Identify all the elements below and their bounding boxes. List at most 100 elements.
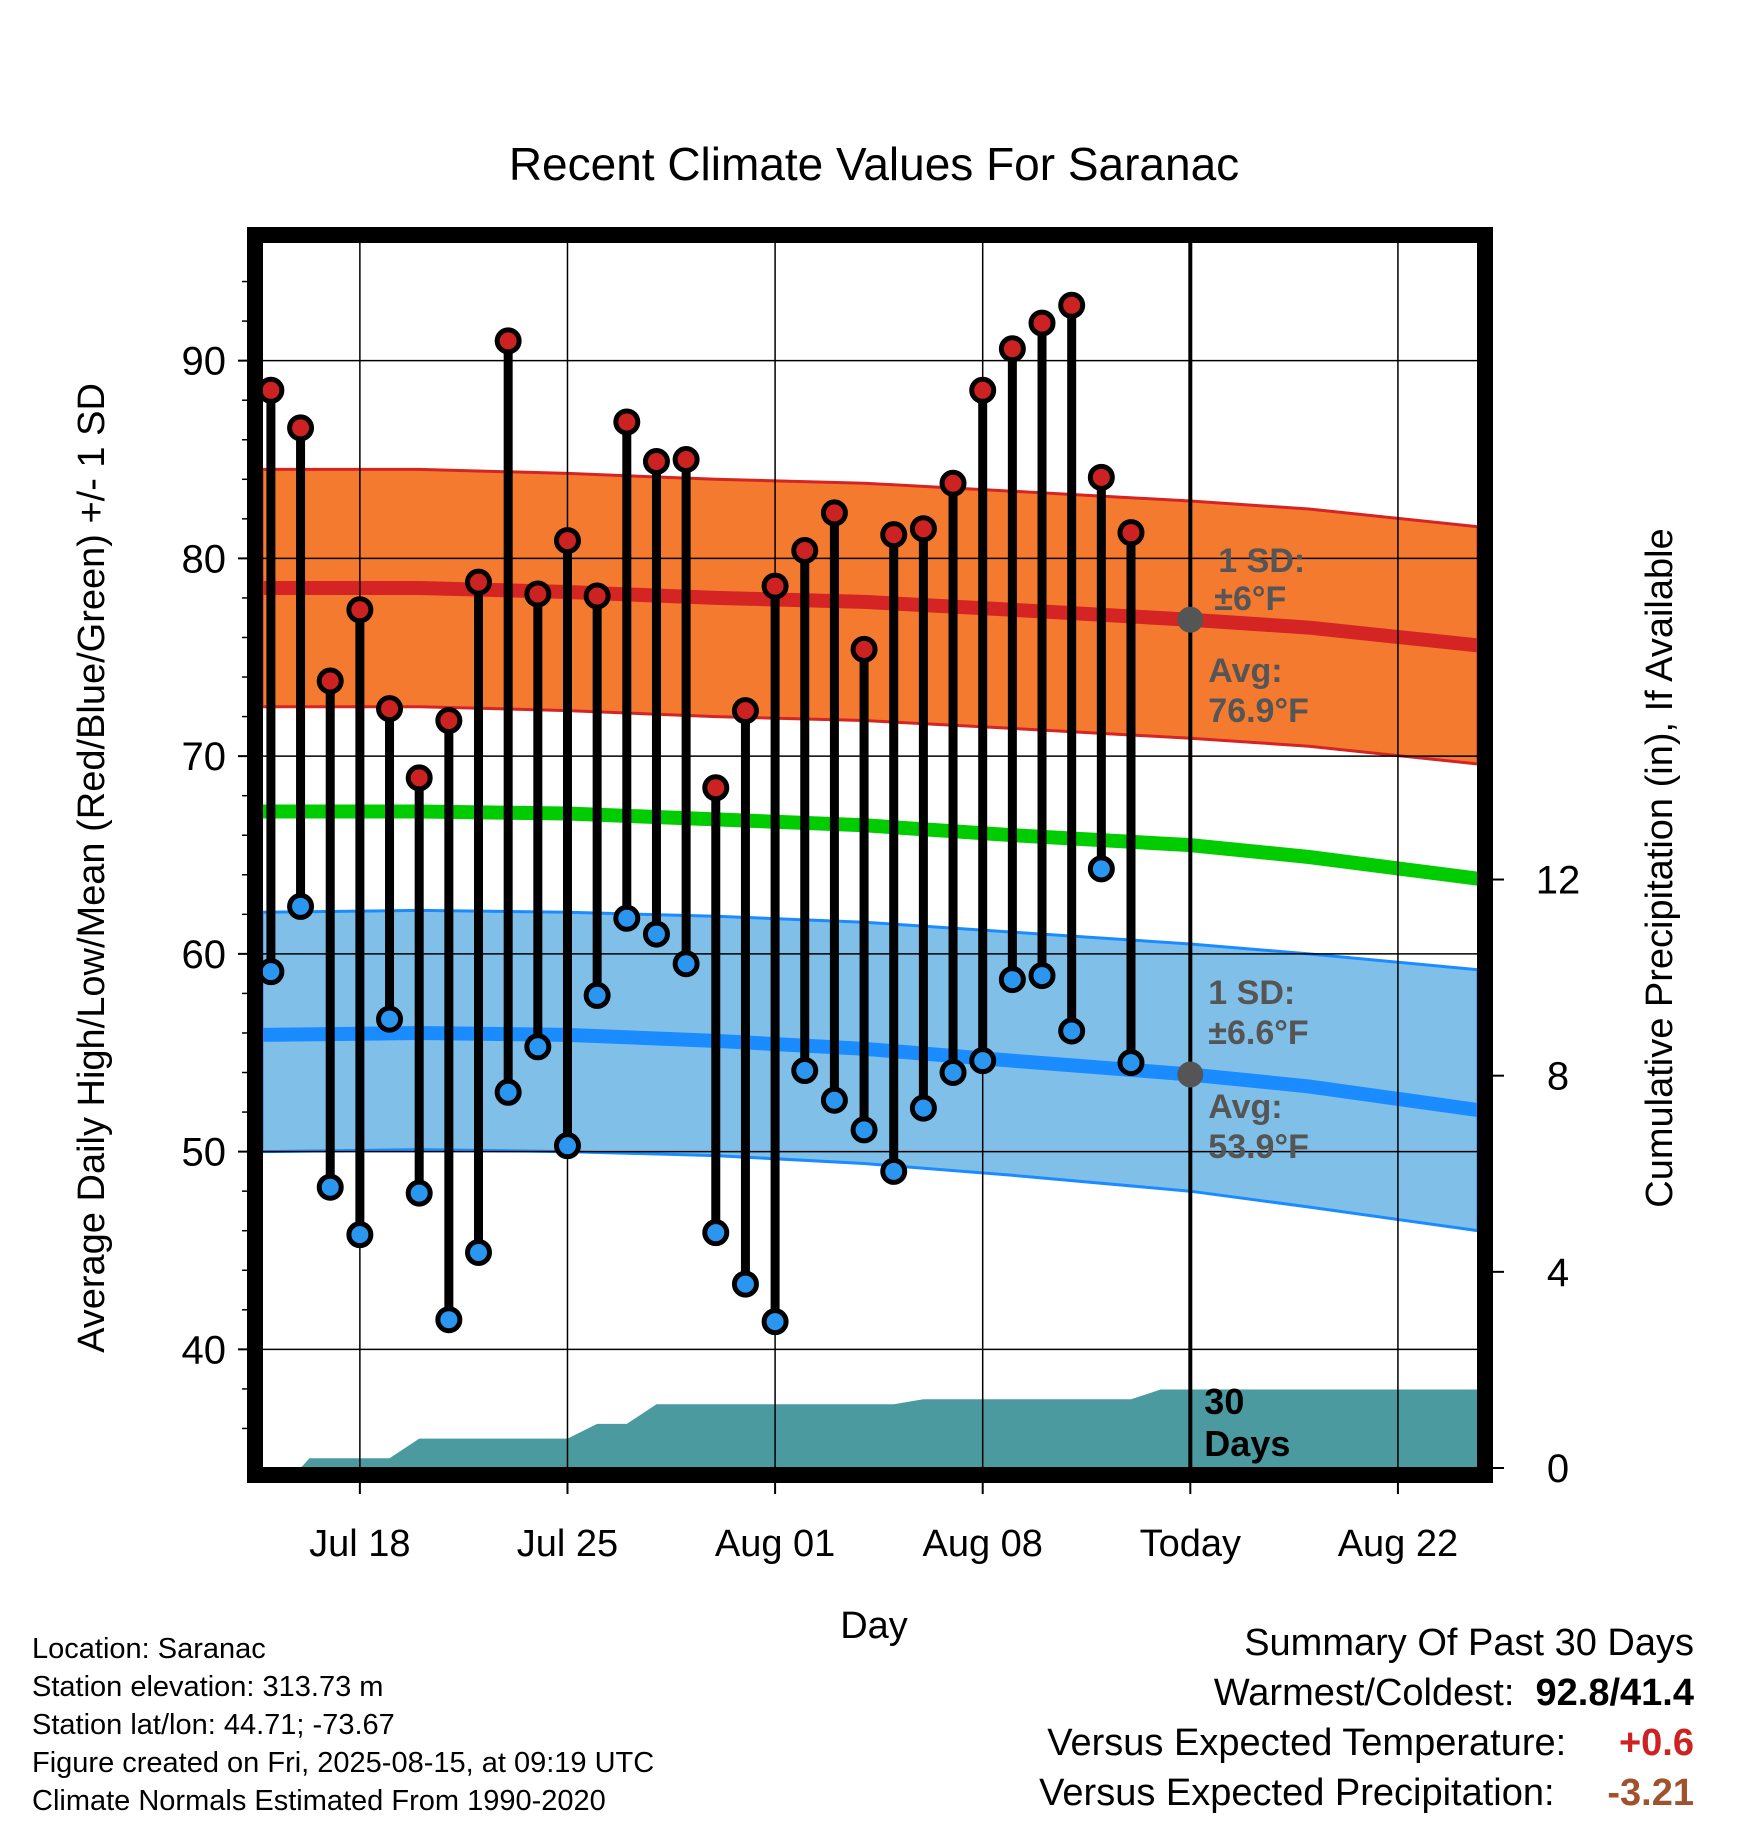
daily-high-point: [791, 536, 819, 564]
y2-tick-label: 12: [1536, 859, 1581, 903]
daily-low-point: [909, 1094, 937, 1122]
summary-heading: Summary Of Past 30 Days: [1244, 1622, 1694, 1664]
daily-low-point: [613, 904, 641, 932]
chart-title: Recent Climate Values For Saranac: [509, 138, 1239, 190]
x-tick-label: Jul 18: [309, 1523, 410, 1565]
latlon-text: Station lat/lon: 44.71; -73.67: [32, 1709, 395, 1741]
low-avg-value: 53.9°F: [1208, 1128, 1309, 1166]
daily-high-point: [1087, 463, 1115, 491]
daily-high-point: [583, 582, 611, 610]
daily-low-point: [702, 1219, 730, 1247]
today-label-line1: 30: [1204, 1381, 1244, 1422]
daily-low-point: [494, 1078, 522, 1106]
low-sd-value: ±6.6°F: [1208, 1014, 1308, 1052]
daily-high-point: [524, 580, 552, 608]
daily-low-point: [257, 958, 285, 986]
daily-high-point: [405, 764, 433, 792]
daily-low-point: [850, 1116, 878, 1144]
today-high-avg-marker: [1177, 606, 1204, 633]
x-tick-label: Aug 08: [922, 1523, 1042, 1565]
daily-low-point: [1117, 1049, 1145, 1077]
daily-low-point: [880, 1157, 908, 1185]
daily-high-point: [465, 568, 493, 596]
y2-tick-label: 8: [1547, 1055, 1569, 1099]
daily-low-point: [583, 981, 611, 1009]
x-tick-label: Aug 22: [1338, 1523, 1458, 1565]
daily-low-point: [1058, 1017, 1086, 1045]
daily-low-point: [405, 1179, 433, 1207]
daily-low-point: [346, 1221, 374, 1249]
daily-high-point: [316, 667, 344, 695]
temp-value: +0.6: [1618, 1722, 1694, 1764]
high-sd-label: 1 SD:: [1218, 542, 1305, 580]
daily-low-point: [672, 950, 700, 978]
summary-temp: Versus Expected Temperature: +0.6: [1047, 1722, 1694, 1765]
daily-low-point: [435, 1306, 463, 1334]
daily-high-point: [1028, 309, 1056, 337]
daily-high-point: [820, 499, 848, 527]
today-label-line2: Days: [1204, 1423, 1290, 1464]
daily-high-point: [257, 376, 285, 404]
daily-high-point: [880, 521, 908, 549]
daily-low-point: [731, 1270, 759, 1298]
daily-low-point: [465, 1238, 493, 1266]
x-tick-label: Aug 01: [715, 1523, 835, 1565]
daily-high-point: [969, 376, 997, 404]
daily-low-point: [761, 1308, 789, 1336]
created-text: Figure created on Fri, 2025-08-15, at 09…: [32, 1747, 655, 1779]
daily-high-point: [998, 335, 1026, 363]
daily-high-point: [909, 515, 937, 543]
daily-high-point: [494, 327, 522, 355]
warm-cold-value: 92.8/41.4: [1535, 1672, 1694, 1714]
daily-low-point: [998, 966, 1026, 994]
summary-precip: Versus Expected Precipitation: -3.21: [1039, 1772, 1694, 1815]
y-tick-label: 40: [182, 1328, 227, 1372]
daily-high-point: [287, 414, 315, 442]
daily-low-point: [791, 1057, 819, 1085]
daily-low-point: [820, 1086, 848, 1114]
daily-low-point: [376, 1005, 404, 1033]
daily-high-point: [376, 695, 404, 723]
high-avg-label: Avg:: [1208, 652, 1282, 690]
precip-label: Versus Expected Precipitation:: [1039, 1772, 1555, 1814]
y2-tick-label: 0: [1547, 1447, 1569, 1491]
daily-low-point: [287, 892, 315, 920]
daily-high-point: [761, 572, 789, 600]
daily-low-point: [1028, 962, 1056, 990]
x-axis-label: Day: [840, 1605, 908, 1647]
y2-tick-label: 4: [1547, 1251, 1569, 1295]
daily-high-point: [672, 446, 700, 474]
high-sd-value: ±6°F: [1214, 580, 1286, 618]
temp-label: Versus Expected Temperature:: [1047, 1722, 1567, 1764]
summary-warm-cold: Warmest/Coldest: 92.8/41.4: [1214, 1672, 1694, 1715]
y-axis-label: Average Daily High/Low/Mean (Red/Blue/Gr…: [71, 383, 113, 1353]
precip-value: -3.21: [1607, 1772, 1694, 1814]
elevation-text: Station elevation: 313.73 m: [32, 1671, 384, 1703]
normals-text: Climate Normals Estimated From 1990-2020: [32, 1785, 606, 1817]
daily-low-point: [1087, 855, 1115, 883]
daily-high-point: [939, 469, 967, 497]
daily-high-point: [553, 527, 581, 555]
daily-high-point: [1117, 519, 1145, 547]
daily-low-point: [969, 1047, 997, 1075]
daily-high-point: [731, 697, 759, 725]
daily-low-point: [316, 1173, 344, 1201]
high-avg-value: 76.9°F: [1208, 692, 1309, 730]
daily-high-point: [642, 447, 670, 475]
daily-high-point: [346, 596, 374, 624]
daily-low-point: [939, 1059, 967, 1087]
daily-high-point: [1058, 291, 1086, 319]
location-text: Location: Saranac: [32, 1633, 266, 1665]
daily-high-point: [702, 774, 730, 802]
x-tick-label: Today: [1140, 1523, 1241, 1565]
daily-low-point: [642, 920, 670, 948]
y-tick-label: 80: [182, 537, 227, 581]
daily-low-point: [553, 1132, 581, 1160]
daily-high-point: [613, 408, 641, 436]
daily-high-point: [435, 707, 463, 735]
low-sd-label: 1 SD:: [1208, 974, 1295, 1012]
low-avg-label: Avg:: [1208, 1088, 1282, 1126]
daily-low-point: [524, 1033, 552, 1061]
y-tick-label: 70: [182, 735, 227, 779]
